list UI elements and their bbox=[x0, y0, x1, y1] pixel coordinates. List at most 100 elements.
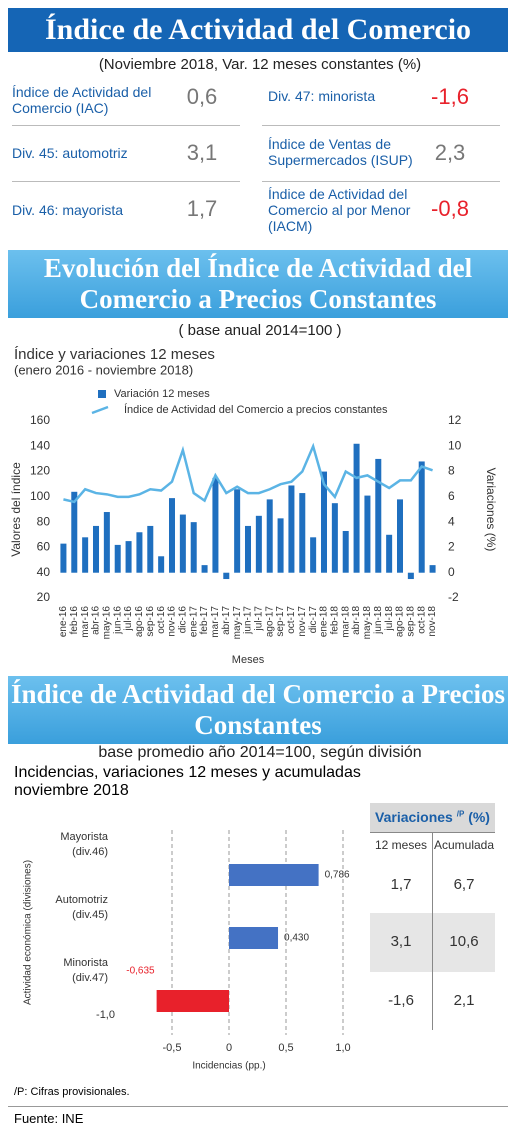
category-label: Automotriz (div.45) bbox=[55, 894, 108, 921]
x-tick-label: ene-16 bbox=[58, 606, 69, 638]
bar bbox=[136, 532, 143, 573]
bar bbox=[169, 498, 175, 573]
chart-title: Índice y variaciones 12 meses bbox=[14, 346, 215, 363]
bar bbox=[375, 458, 382, 573]
x-tick-label: abr-17 bbox=[221, 606, 232, 635]
bar bbox=[288, 485, 295, 573]
bar bbox=[212, 477, 219, 573]
x-tick-label: dic-16 bbox=[177, 606, 188, 634]
bar bbox=[229, 864, 319, 886]
y2-tick-label: -2 bbox=[448, 590, 459, 604]
y-tick-label: 140 bbox=[30, 438, 50, 452]
bar bbox=[71, 491, 78, 573]
x-tick-label: jun-18 bbox=[373, 606, 384, 635]
legend-swatch bbox=[98, 390, 106, 398]
x-tick-label: ene-18 bbox=[319, 606, 330, 638]
table-cell: 3,1 bbox=[390, 933, 412, 950]
bar bbox=[103, 512, 110, 573]
section-subtitle: ( base anual 2014=100 ) bbox=[178, 322, 342, 339]
table-title: Variaciones /P (%) bbox=[370, 809, 495, 825]
y-tick-label: 60 bbox=[37, 540, 51, 554]
x-tick-label: nov-17 bbox=[297, 606, 308, 637]
table-cell: 1,7 bbox=[390, 876, 412, 893]
bar bbox=[60, 543, 67, 573]
x-tick-label: jul-16 bbox=[123, 606, 134, 632]
kpi-separator bbox=[12, 181, 240, 182]
table-cell: 10,6 bbox=[449, 933, 479, 950]
y2-tick-label: 2 bbox=[448, 540, 455, 554]
category-label: Minorista (div.47) bbox=[63, 957, 108, 984]
bar bbox=[234, 489, 241, 573]
table-divider bbox=[432, 832, 433, 1030]
footnote: /P: Cifras provisionales. bbox=[14, 1086, 130, 1098]
footer-rule bbox=[8, 1106, 508, 1107]
bar bbox=[201, 565, 208, 573]
x-tick-label: 1,0 bbox=[335, 1042, 350, 1054]
y2-tick-label: 10 bbox=[448, 438, 462, 452]
bar bbox=[147, 525, 154, 573]
x-tick-label: jul-17 bbox=[253, 606, 264, 632]
kpi-label: Div. 45: automotriz bbox=[12, 145, 128, 161]
bar bbox=[266, 499, 273, 573]
bar bbox=[353, 443, 360, 573]
y-tick-label: 20 bbox=[37, 590, 51, 604]
x-tick-label: abr-16 bbox=[91, 606, 102, 635]
x-tick-label: feb-18 bbox=[329, 606, 340, 635]
x-tick-label: ago-16 bbox=[134, 606, 145, 638]
kpi-value: 2,3 bbox=[434, 140, 466, 165]
bar bbox=[418, 461, 425, 573]
x-tick-label: may-18 bbox=[362, 606, 373, 640]
x-tick-label: feb-16 bbox=[69, 606, 80, 635]
kpi-label: Índice de Actividad del Comercio (IAC) bbox=[12, 84, 152, 116]
value-label: -0,635 bbox=[126, 966, 155, 977]
bar bbox=[114, 544, 121, 573]
y-axis-title: Valores del índice bbox=[9, 462, 23, 557]
y-tick-label: 160 bbox=[30, 413, 50, 427]
kpi-label: Índice de Actividad del Comercio al por … bbox=[268, 186, 411, 234]
main-subtitle: (Noviembre 2018, Var. 12 meses constante… bbox=[98, 56, 422, 73]
bar bbox=[190, 522, 197, 573]
x-tick-label: dic-17 bbox=[308, 606, 319, 634]
table-cell: -1,6 bbox=[388, 992, 414, 1009]
bar bbox=[179, 514, 186, 573]
bar bbox=[255, 515, 262, 573]
value-label: 0,786 bbox=[325, 870, 350, 881]
x-tick-label: sep-17 bbox=[275, 606, 286, 637]
table-rule bbox=[370, 832, 495, 833]
y2-tick-label: 6 bbox=[448, 489, 455, 503]
table-header bbox=[370, 803, 495, 832]
table-title-text: Variaciones bbox=[375, 809, 453, 825]
legend-label: Variación 12 meses bbox=[114, 388, 210, 400]
x-tick-label: oct-16 bbox=[156, 606, 167, 634]
value-label: 0,430 bbox=[284, 933, 309, 944]
bar bbox=[125, 541, 132, 573]
legend-label: Índice de Actividad del Comercio a preci… bbox=[124, 403, 388, 416]
category-label: Mayorista (div.46) bbox=[60, 831, 108, 858]
x-axis-title: Incidencias (pp.) bbox=[192, 1061, 265, 1072]
bar bbox=[397, 499, 403, 573]
main-title: Índice de Actividad del Comercio bbox=[8, 8, 508, 52]
table-title-sup: /P bbox=[456, 809, 465, 819]
column-header: 12 meses bbox=[374, 838, 428, 852]
bar bbox=[93, 525, 99, 573]
chart-subtitle: (enero 2016 - noviembre 2018) bbox=[14, 362, 193, 377]
y-tick-label: 100 bbox=[30, 489, 50, 503]
x-tick-label: 0,5 bbox=[278, 1042, 293, 1054]
x-tick-label: ago-18 bbox=[395, 606, 406, 638]
kpi-separator bbox=[12, 125, 240, 126]
kpi-label: Div. 46: mayorista bbox=[12, 202, 123, 218]
x-tick-label: ene-17 bbox=[188, 606, 199, 638]
x-tick-label: nov-16 bbox=[167, 606, 178, 637]
chart-title: Incidencias, variaciones 12 meses y acum… bbox=[14, 764, 361, 781]
y2-tick-label: 0 bbox=[448, 565, 455, 579]
x-tick-label: may-16 bbox=[101, 606, 112, 640]
bar bbox=[223, 572, 230, 580]
y2-axis-title: Variaciones (%) bbox=[484, 468, 498, 552]
column-header: Acumulada bbox=[433, 838, 495, 852]
x-tick-label: jul-18 bbox=[384, 606, 395, 632]
bar bbox=[245, 525, 251, 573]
x-tick-label: jun-17 bbox=[243, 606, 254, 635]
hbar-chart: -1,0 -0,5 0 0,5 1,0 Incidencias (pp.) Activida… bbox=[23, 830, 351, 1072]
y2-tick-label: 8 bbox=[448, 464, 455, 478]
kpi-separator bbox=[262, 125, 500, 126]
